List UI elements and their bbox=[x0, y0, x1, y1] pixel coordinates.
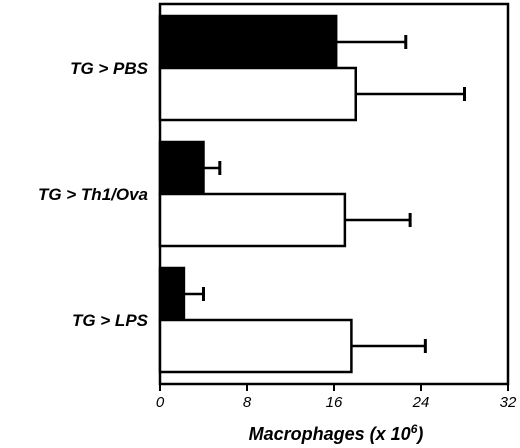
x-tick-label-8: 8 bbox=[243, 394, 252, 411]
bar-1-series-1 bbox=[158, 14, 338, 70]
x-axis-label-main: Macrophages (x 10 bbox=[249, 424, 411, 444]
error-bars-group bbox=[183, 35, 466, 353]
x-tick-label-16: 16 bbox=[326, 394, 343, 411]
x-axis-label-close: ) bbox=[415, 424, 423, 444]
bar-1-series-2 bbox=[158, 66, 357, 122]
category-label-1: TG > PBS bbox=[70, 59, 149, 78]
category-labels-group: TG > PBS TG > Th1/Ova TG > LPS bbox=[38, 59, 149, 330]
x-ticks-group: 0 8 16 24 32 bbox=[156, 384, 517, 411]
bar-2-series-1 bbox=[158, 140, 205, 196]
bar-3-series-2 bbox=[158, 318, 353, 374]
x-axis-label-sup: 6 bbox=[411, 422, 418, 436]
category-label-2: TG > Th1/Ova bbox=[38, 185, 148, 204]
bars-group bbox=[158, 14, 357, 374]
x-tick-label-0: 0 bbox=[156, 394, 165, 411]
bar-3-series-1 bbox=[158, 266, 186, 322]
bar-2-series-2 bbox=[158, 192, 347, 248]
x-axis-label: Macrophages (x 106) bbox=[249, 422, 424, 444]
x-tick-label-32: 32 bbox=[500, 394, 517, 411]
x-tick-label-24: 24 bbox=[412, 394, 430, 411]
category-label-3: TG > LPS bbox=[72, 311, 149, 330]
